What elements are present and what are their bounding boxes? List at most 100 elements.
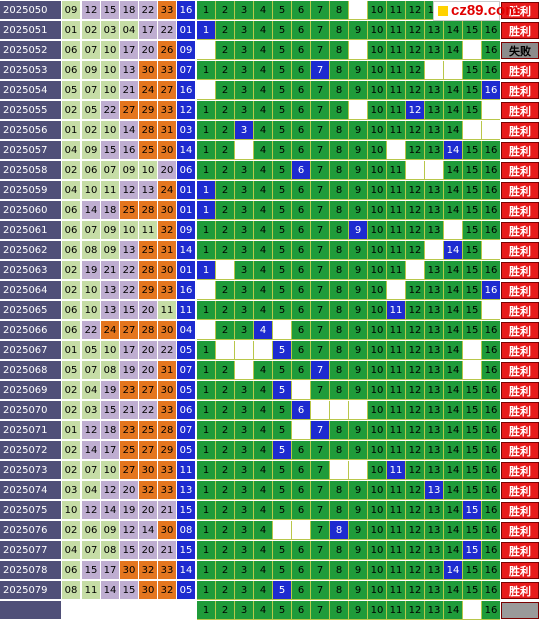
result-badge[interactable]: 胜利 (500, 181, 540, 200)
result-badge[interactable]: 胜利 (500, 521, 540, 540)
blue-trend-cell-5: 5 (273, 61, 292, 80)
blue-ball-cell: 15 (177, 501, 196, 520)
blue-trend-cell-7: 7 (311, 101, 330, 120)
blue-trend-cell-3: 3 (235, 541, 254, 560)
blue-trend-cell-15: 15 (463, 141, 482, 160)
blue-trend-cell-6: 6 (292, 181, 311, 200)
result-badge[interactable]: 失败 (500, 41, 540, 60)
red-ball-cell: 27 (120, 101, 139, 120)
blue-trend-cell-14: 14 (444, 121, 463, 140)
red-ball-cell: 08 (62, 581, 81, 600)
blue-ball-cell: 14 (177, 241, 196, 260)
blue-trend-cell-3: 3 (235, 501, 254, 520)
result-badge[interactable]: 胜利 (500, 281, 540, 300)
result-badge[interactable]: 胜利 (500, 301, 540, 320)
blue-trend-cell-10: 10 (368, 421, 387, 440)
result-badge[interactable]: 胜利 (500, 141, 540, 160)
site-logo[interactable]: cz89.com (433, 1, 519, 21)
result-badge[interactable]: 胜利 (500, 101, 540, 120)
blue-trend-cell-5: 5 (273, 401, 292, 420)
red-ball-cell: 12 (82, 421, 101, 440)
red-ball-cell: 27 (120, 321, 139, 340)
blue-trend-cell-6: 6 (292, 481, 311, 500)
result-badge[interactable]: 胜利 (500, 341, 540, 360)
blue-ball-cell: 01 (177, 181, 196, 200)
result-badge[interactable]: 胜利 (500, 321, 540, 340)
blue-trend-cell-12: 12 (406, 301, 425, 320)
result-badge[interactable]: 胜利 (500, 381, 540, 400)
blue-trend-cell-12: 12 (406, 1, 425, 20)
result-badge[interactable]: 胜利 (500, 581, 540, 600)
result-badge[interactable]: 胜利 (500, 121, 540, 140)
period-cell (0, 601, 62, 620)
result-badge[interactable]: 胜利 (500, 501, 540, 520)
blue-trend-cell-6 (292, 521, 311, 540)
red-ball-cell: 22 (158, 341, 177, 360)
blue-trend-cell-7: 7 (311, 321, 330, 340)
result-badge[interactable]: 胜利 (500, 421, 540, 440)
result-badge[interactable]: 胜利 (500, 221, 540, 240)
period-cell: 2025060 (0, 201, 62, 220)
blue-trend-cell-7 (311, 401, 330, 420)
blue-trend-cell-3: 3 (235, 601, 254, 620)
result-badge[interactable]: 胜利 (500, 361, 540, 380)
result-badge[interactable]: 胜利 (500, 201, 540, 220)
red-ball-cell: 24 (139, 81, 158, 100)
red-ball-cell: 31 (158, 361, 177, 380)
blue-trend-cell-14: 14 (444, 521, 463, 540)
red-ball-cell: 33 (158, 61, 177, 80)
result-badge[interactable]: 胜利 (500, 21, 540, 40)
result-badge[interactable]: 胜利 (500, 481, 540, 500)
blue-trend-cell-15: 15 (463, 461, 482, 480)
result-badge[interactable] (500, 601, 540, 620)
blue-trend-cell-11: 11 (387, 41, 406, 60)
red-ball-cell: 29 (139, 281, 158, 300)
red-ball-cell: 32 (158, 221, 177, 240)
blue-trend-cell-5: 5 (273, 221, 292, 240)
blue-ball-cell: 07 (177, 421, 196, 440)
red-ball-cell: 14 (82, 201, 101, 220)
blue-trend-cell-15: 15 (463, 501, 482, 520)
blue-trend-cell-4: 4 (254, 301, 273, 320)
result-badge[interactable]: 胜利 (500, 1, 540, 20)
result-badge[interactable]: 胜利 (500, 541, 540, 560)
red-ball-cell: 20 (139, 541, 158, 560)
result-badge[interactable]: 胜利 (500, 461, 540, 480)
red-ball-cell: 24 (158, 181, 177, 200)
blue-trend-cell-13: 13 (425, 421, 444, 440)
blue-trend-cell-10: 10 (368, 601, 387, 620)
blue-trend-cell-13 (425, 161, 444, 180)
blue-trend-cell-6 (292, 421, 311, 440)
period-cell: 2025061 (0, 221, 62, 240)
red-ball-cell: 19 (82, 261, 101, 280)
blue-trend-cell-3: 3 (235, 461, 254, 480)
blue-trend-cell-16: 16 (482, 161, 501, 180)
blue-trend-cell-10: 10 (368, 361, 387, 380)
result-badge[interactable]: 胜利 (500, 241, 540, 260)
blue-trend-cell-9: 9 (349, 561, 368, 580)
blue-trend-cell-13: 13 (425, 221, 444, 240)
blue-trend-cell-14 (444, 221, 463, 240)
blue-trend-cell-11 (387, 141, 406, 160)
blue-trend-cell-10: 10 (368, 281, 387, 300)
blue-trend-cell-10: 10 (368, 561, 387, 580)
blue-trend-cell-1: 1 (197, 201, 216, 220)
result-badge[interactable]: 胜利 (500, 161, 540, 180)
result-badge[interactable]: 胜利 (500, 401, 540, 420)
blue-trend-cell-9: 9 (349, 221, 368, 240)
result-badge[interactable]: 胜利 (500, 561, 540, 580)
blue-trend-cell-10: 10 (368, 101, 387, 120)
blue-trend-cell-11 (387, 281, 406, 300)
red-ball-cell: 30 (158, 261, 177, 280)
blue-trend-cell-1: 1 (197, 381, 216, 400)
blue-trend-cell-5: 5 (273, 41, 292, 60)
result-badge[interactable]: 胜利 (500, 61, 540, 80)
result-badge[interactable]: 胜利 (500, 261, 540, 280)
blue-trend-cell-5: 5 (273, 381, 292, 400)
blue-trend-cell-4: 4 (254, 1, 273, 20)
blue-trend-cell-4: 4 (254, 21, 273, 40)
result-badge[interactable]: 胜利 (500, 81, 540, 100)
blue-trend-cell-14: 14 (444, 261, 463, 280)
blue-trend-cell-16: 16 (482, 81, 501, 100)
result-badge[interactable]: 胜利 (500, 441, 540, 460)
